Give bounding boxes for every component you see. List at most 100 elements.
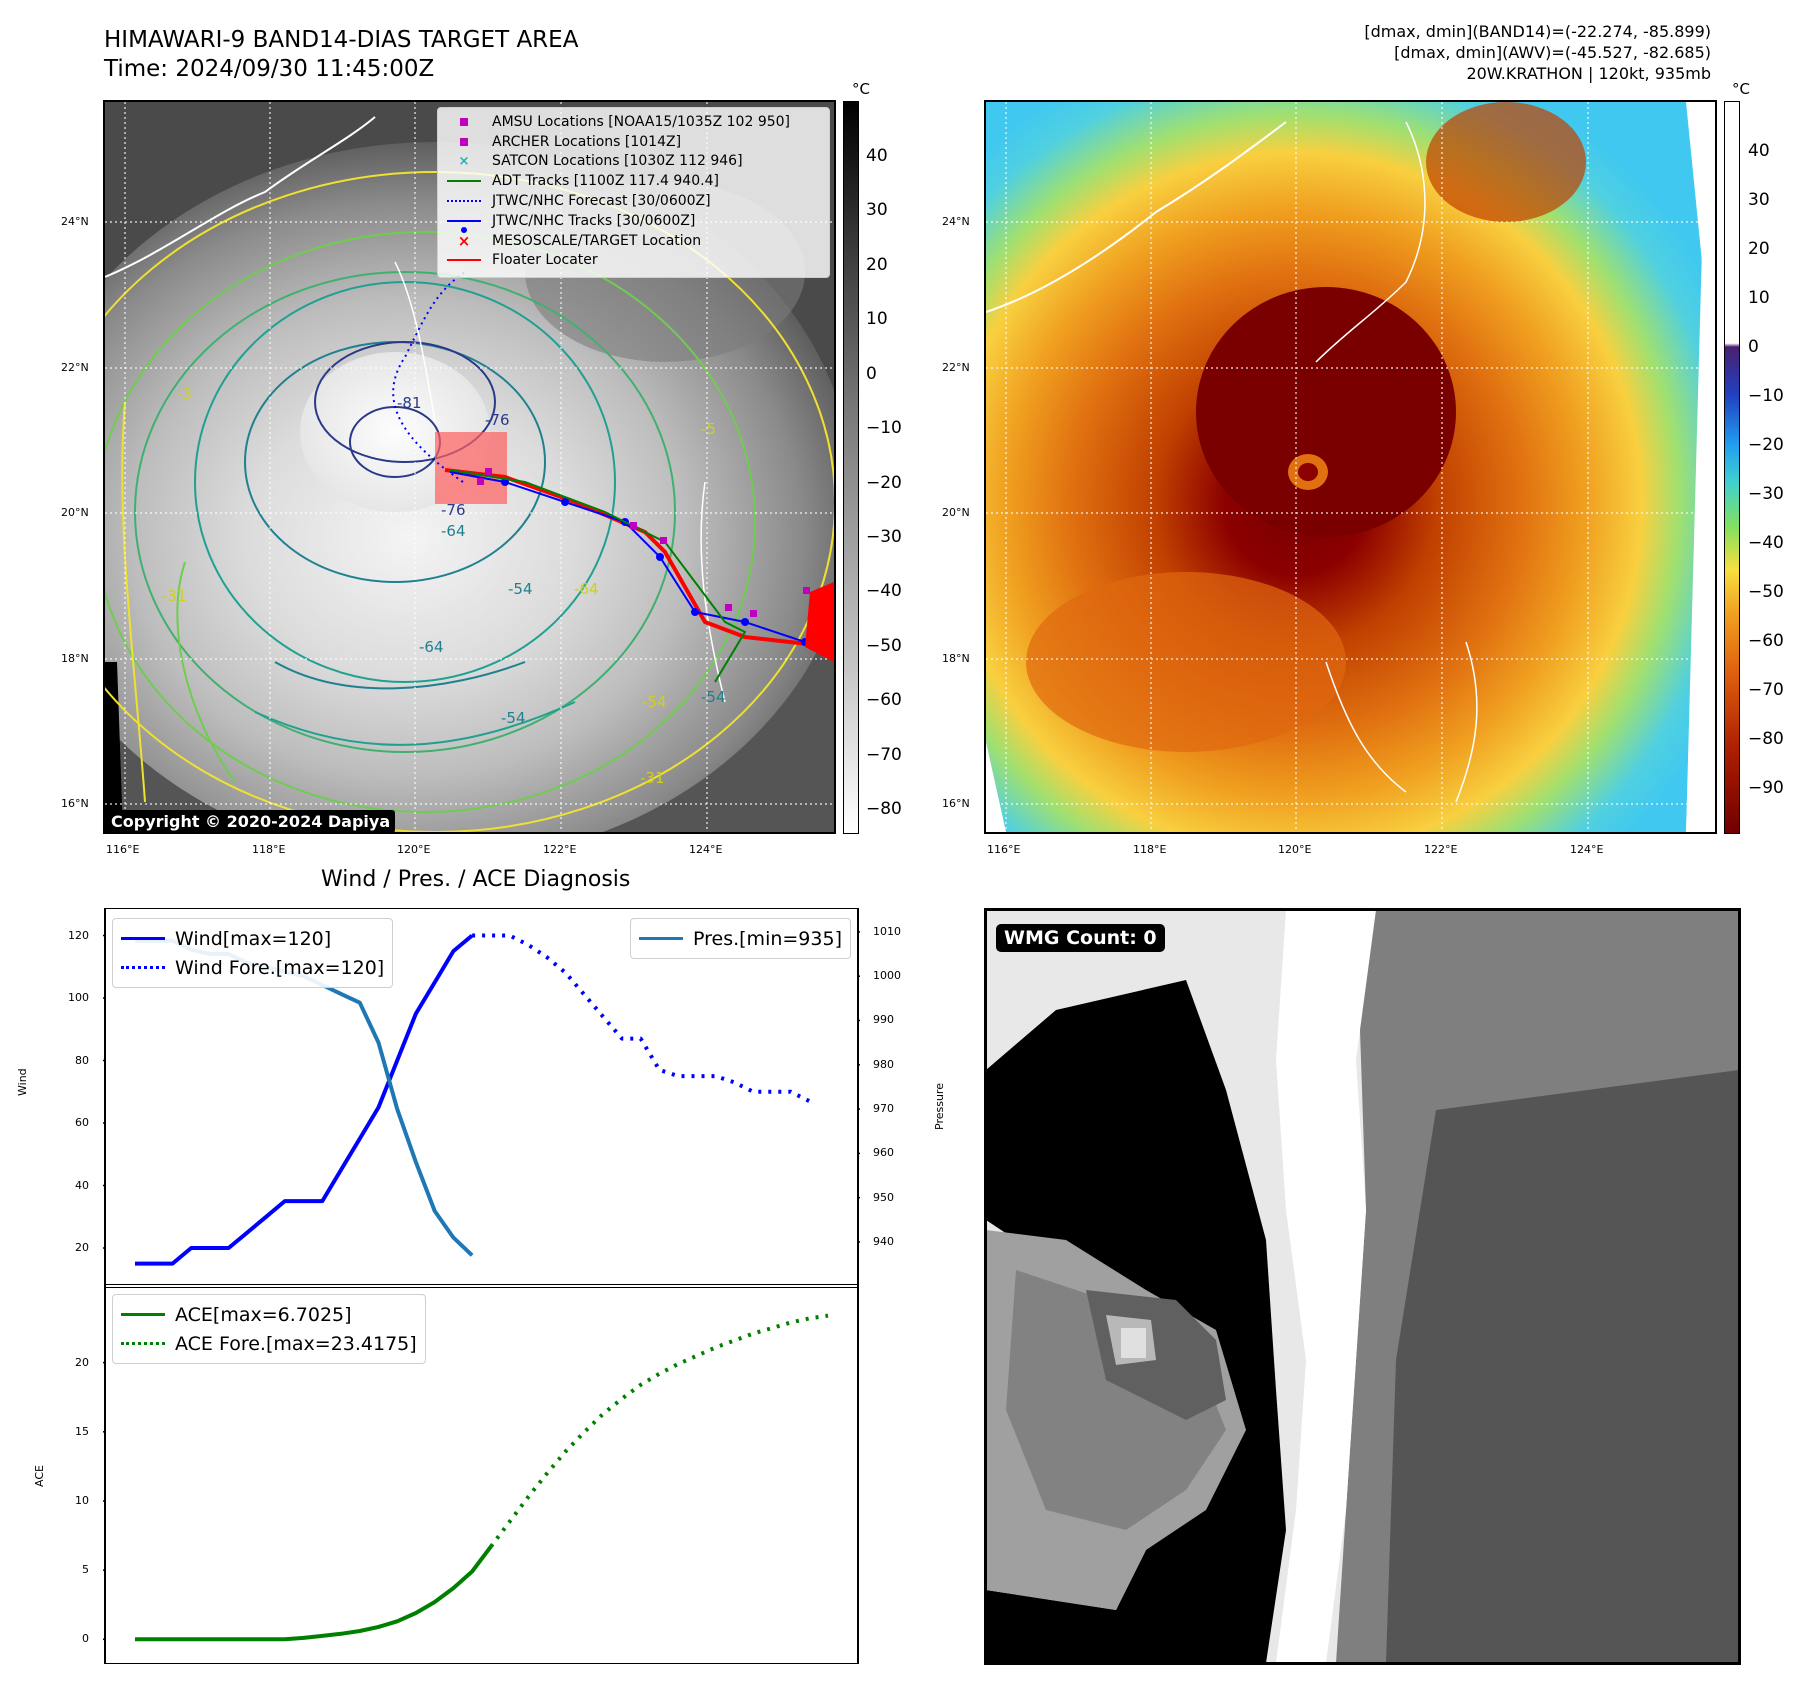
colorbar-tick-label: 0 <box>1748 337 1759 357</box>
legend-item: × MESOSCALE/TARGET Location <box>457 231 702 250</box>
legend-item: × SATCON Locations [1030Z 112 946] <box>458 153 743 170</box>
legend-item: Pres.[min=935] <box>639 924 842 953</box>
lon-label-120: 120°E <box>397 843 431 856</box>
pressure-tick-label: 1000 <box>873 969 901 983</box>
legend-item: JTWC/NHC Forecast [30/0600Z] <box>444 191 823 211</box>
pressure-tick-label: 980 <box>873 1057 894 1071</box>
wind-tick-label: 20 <box>75 1241 89 1254</box>
colorbar-tick-label: 10 <box>866 309 888 330</box>
wmg-svg <box>986 910 1739 1663</box>
colorbar-tick-label: −40 <box>1748 533 1784 553</box>
colorbar-tick-label: 10 <box>1748 288 1770 308</box>
colorbar-tick-label: −30 <box>866 526 902 547</box>
ace-tick-label: 20 <box>75 1355 89 1369</box>
contour-label: -64 <box>574 580 599 598</box>
legend-label: Wind Fore.[max=120] <box>175 956 385 979</box>
pressure-ylabel: Pressure <box>933 1083 946 1130</box>
ace-tick-label: 0 <box>82 1632 89 1646</box>
legend-label: SATCON Locations [1030Z 112 946] <box>492 153 743 170</box>
pressure-tick-label: 1010 <box>873 924 901 938</box>
lon-label-116-right: 116°E <box>987 843 1021 856</box>
contour-label: -54 <box>642 693 667 711</box>
colorbar-tick-label: −20 <box>1748 435 1784 455</box>
legend-item: Wind Fore.[max=120] <box>121 953 384 982</box>
right-colorbar-unit: °C <box>1732 80 1750 98</box>
colorbar-tick-label: 20 <box>1748 239 1770 259</box>
colorbar-tick-label: 30 <box>1748 190 1770 210</box>
legend-label: ADT Tracks [1100Z 117.4 940.4] <box>492 173 719 190</box>
colorbar-tick-label: −90 <box>1748 778 1784 798</box>
legend-item: ACE[max=6.7025] <box>121 1300 417 1329</box>
colorbar-tick-label: −80 <box>1748 729 1784 749</box>
ace-tick-label: 15 <box>75 1424 89 1438</box>
lat-label-22-right: 22°N <box>942 361 970 374</box>
wind-pressure-panel: Wind[max=120] Wind Fore.[max=120] Pres.[… <box>97 907 866 1289</box>
lon-label-118-right: 118°E <box>1133 843 1167 856</box>
legend-label: ARCHER Locations [1014Z] <box>492 133 682 150</box>
wind-tick-label: 40 <box>75 1178 89 1192</box>
colorbar-tick-label: −20 <box>866 472 902 493</box>
dmax-band14: [dmax, dmin](BAND14)=(-22.274, -85.899) <box>1364 22 1711 41</box>
left-colorbar <box>843 101 859 834</box>
series-line <box>135 1545 493 1642</box>
legend-item: AMSU Locations [NOAA15/1035Z 102 950] <box>444 112 823 132</box>
colorbar-tick-label: −80 <box>866 799 902 819</box>
wmg-panel: WMG Count: 0 <box>984 908 1741 1665</box>
storm-info: 20W.KRATHON | 120kt, 935mb <box>1466 64 1711 83</box>
colorbar-tick-label: 30 <box>866 200 888 221</box>
ace-panel: ACE[max=6.7025] ACE Fore.[max=23.4175] <box>97 1283 860 1665</box>
legend-item: ARCHER Locations [1014Z] <box>444 132 823 152</box>
colorbar-tick-label: −60 <box>866 690 902 711</box>
wind-ylabel: Wind <box>16 1068 29 1096</box>
legend-item: ACE Fore.[max=23.4175] <box>121 1329 417 1358</box>
colorbar-tick-label: −60 <box>1748 631 1784 651</box>
right-colorbar <box>1724 101 1740 834</box>
legend-label: ACE[max=6.7025] <box>175 1303 352 1326</box>
lon-label-124-right: 124°E <box>1570 843 1604 856</box>
contour-label: -64 <box>441 522 466 540</box>
wind-tick-label: 60 <box>75 1116 89 1129</box>
colorbar-tick-label: −50 <box>866 635 902 656</box>
lon-label-124: 124°E <box>689 843 723 856</box>
lat-label-20-right: 20°N <box>942 506 970 519</box>
colorbar-tick-label: −40 <box>866 581 902 602</box>
copyright-label: Copyright © 2020-2024 Dapiya <box>106 810 396 832</box>
colorbar-tick-label: 40 <box>1748 141 1770 161</box>
legend-label: JTWC/NHC Tracks [30/0600Z] <box>492 212 696 229</box>
legend-item: JTWC/NHC Tracks [30/0600Z] <box>444 211 823 233</box>
legend-label: ACE Fore.[max=23.4175] <box>175 1332 417 1355</box>
contour-label: -5 <box>701 420 716 438</box>
lat-label-24-right: 24°N <box>942 215 970 228</box>
legend-item: Wind[max=120] <box>121 924 384 953</box>
series-line <box>489 1313 829 1548</box>
colorbar-tick-label: −30 <box>1748 484 1784 504</box>
legend-label: Wind[max=120] <box>175 927 332 950</box>
pressure-tick-label: 950 <box>873 1190 894 1204</box>
legend-label: AMSU Locations [NOAA15/1035Z 102 950] <box>492 113 791 130</box>
contour-label: -54 <box>701 688 726 706</box>
lat-label-18-right: 18°N <box>942 652 970 665</box>
pressure-tick-label: 940 <box>873 1234 894 1248</box>
lat-label-16: 16°N <box>61 797 89 810</box>
lon-label-116: 116°E <box>106 843 140 856</box>
wind-legend: Wind[max=120] Wind Fore.[max=120] <box>112 918 394 988</box>
ace-tick-label: 10 <box>75 1493 89 1507</box>
contour-label: -64 <box>419 638 444 656</box>
lon-label-118: 118°E <box>252 843 286 856</box>
colorbar-tick-label: −70 <box>866 744 902 765</box>
legend-label: MESOSCALE/TARGET Location <box>492 232 702 249</box>
contour-label: -76 <box>485 411 510 429</box>
chart-title-line2: Time: 2024/09/30 11:45:00Z <box>104 56 435 82</box>
awv-map <box>984 100 1717 834</box>
wind-tick-label: 120 <box>68 928 89 942</box>
wind-tick-label: 80 <box>75 1053 89 1067</box>
colorbar-tick-label: 40 <box>866 146 888 166</box>
pressure-tick-label: 990 <box>873 1013 894 1027</box>
pressure-legend: Pres.[min=935] <box>630 918 851 959</box>
colorbar-tick-label: 20 <box>866 254 888 275</box>
band14-map: AMSU Locations [NOAA15/1035Z 102 950] AR… <box>103 100 836 834</box>
colorbar-tick-label: −70 <box>1748 680 1784 700</box>
wind-tick-label: 100 <box>68 991 89 1004</box>
contour-label: -76 <box>441 501 466 519</box>
legend-item: Floater Locater <box>444 251 823 271</box>
